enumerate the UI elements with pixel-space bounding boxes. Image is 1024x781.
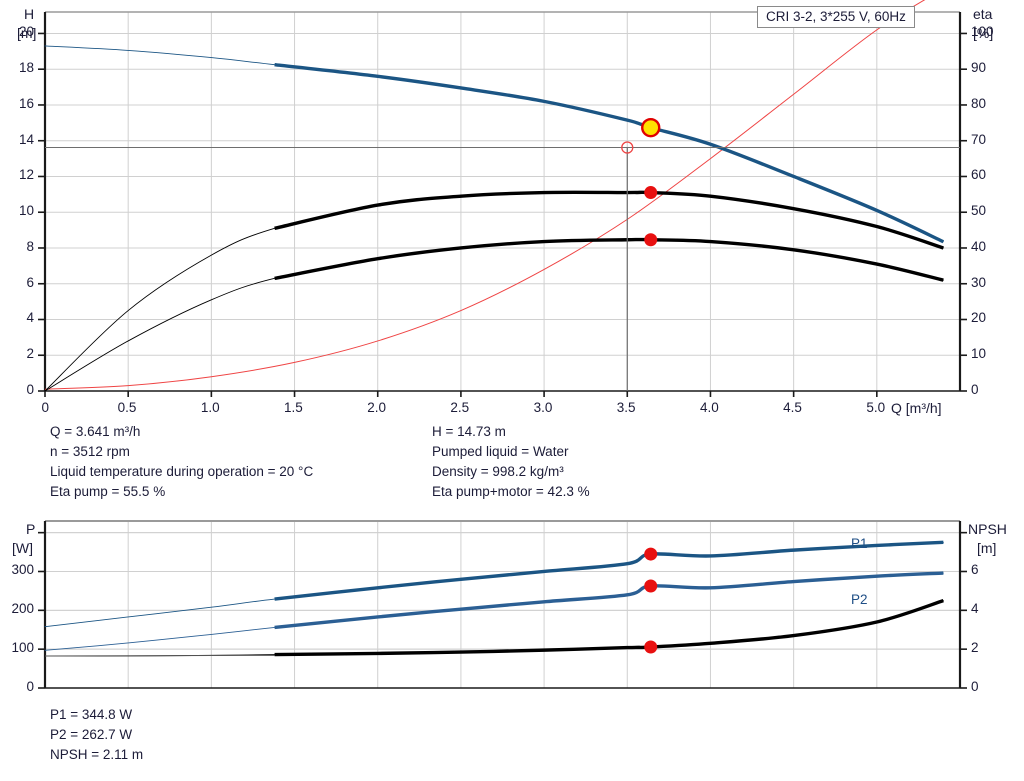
main-x-axis-title: Q [m³/h] xyxy=(891,400,942,416)
info-line-density: Density = 998.2 kg/m³ xyxy=(432,464,564,479)
axis-tick-label: 20 xyxy=(18,24,34,40)
axis-tick-label: 4 xyxy=(971,601,979,617)
main-right-axis-unit: [%] xyxy=(973,25,994,41)
p2-curve-label: P2 xyxy=(851,592,868,607)
eta-pump-duty-marker xyxy=(644,186,658,200)
axis-tick-label: 10 xyxy=(971,346,987,362)
npsh-curve-thick xyxy=(274,599,944,657)
axis-tick-label: 3.0 xyxy=(533,400,553,415)
axis-tick-label: 0 xyxy=(971,679,979,694)
axis-tick-label: 0 xyxy=(41,400,50,415)
axis-tick-label: 10 xyxy=(18,203,34,219)
axis-tick-label: 100 xyxy=(11,640,34,656)
axis-tick-label: 4 xyxy=(26,310,34,326)
npsh-baseline xyxy=(44,654,275,657)
lower-right-axis-title: NPSH xyxy=(968,521,1007,537)
axis-tick-label: 8 xyxy=(26,238,34,254)
axis-tick-label: 50 xyxy=(971,203,987,219)
main-left-axis-title: H xyxy=(24,6,35,22)
lower-right-axis-unit: [m] xyxy=(977,540,997,556)
axis-tick-label: 90 xyxy=(971,60,987,76)
p2-curve-thin xyxy=(44,572,944,651)
axis-tick-label: 0.5 xyxy=(117,400,137,415)
eta-pump-curve-thin xyxy=(44,191,944,392)
p2-duty-marker xyxy=(644,579,658,593)
system-curve-red xyxy=(44,0,926,390)
npsh-duty-marker xyxy=(644,640,658,654)
axis-tick-label: 3.5 xyxy=(616,400,636,415)
axis-tick-label: 2.5 xyxy=(450,400,470,415)
chart-title-box: CRI 3-2, 3*255 V, 60Hz xyxy=(757,6,915,28)
footer-line-p2: P2 = 262.7 W xyxy=(50,727,133,742)
axis-tick-label: 30 xyxy=(971,274,987,290)
eta-pump-curve-thick xyxy=(274,190,944,250)
lower-left-axis-unit: [W] xyxy=(12,540,33,556)
info-line-liquid-temp: Liquid temperature during operation = 20… xyxy=(50,464,314,479)
p1-curve-thin xyxy=(44,541,944,628)
axis-tick-label: 40 xyxy=(971,238,987,254)
axis-tick-label: 4.5 xyxy=(783,400,802,415)
axis-tick-label: 100 xyxy=(971,24,994,40)
eta-pump-motor-curve-thin xyxy=(44,239,944,392)
axis-tick-label: 300 xyxy=(11,562,34,578)
axis-tick-label: 20 xyxy=(971,310,987,326)
p1-curve-label: P1 xyxy=(851,536,868,551)
info-line-h: H = 14.73 m xyxy=(432,424,506,439)
axis-tick-label: 80 xyxy=(971,95,987,111)
system-curve-marker xyxy=(621,141,634,154)
main-left-axis-unit: [m] xyxy=(17,25,37,41)
npsh-curve-thin xyxy=(44,600,944,657)
info-line-n: n = 3512 rpm xyxy=(50,444,130,459)
footer-line-p1: P1 = 344.8 W xyxy=(50,707,133,722)
axis-tick-label: 0 xyxy=(26,679,34,694)
axis-tick-label: 16 xyxy=(18,95,34,111)
axis-tick-label: 70 xyxy=(971,131,987,147)
axis-tick-label: 2 xyxy=(26,346,34,362)
axis-tick-label: 2 xyxy=(971,640,979,656)
axis-tick-label: 0 xyxy=(26,382,34,397)
axis-tick-label: 2.0 xyxy=(367,400,386,415)
axis-tick-label: 6 xyxy=(26,274,34,290)
info-line-pumped-liquid: Pumped liquid = Water xyxy=(432,444,569,459)
axis-tick-label: 5.0 xyxy=(866,400,886,415)
footer-line-npsh: NPSH = 2.11 m xyxy=(50,747,144,762)
axis-tick-label: 1.5 xyxy=(284,400,303,415)
axis-tick-label: 12 xyxy=(18,167,34,183)
main-right-axis-title: eta xyxy=(973,6,993,22)
axis-tick-label: 6 xyxy=(971,562,979,578)
eta-pump-motor-curve-thick xyxy=(274,237,944,282)
axis-tick-label: 14 xyxy=(18,131,34,147)
axis-tick-label: 1.0 xyxy=(200,400,220,415)
eta-pump-motor-duty-marker xyxy=(644,233,658,247)
head-curve-thick xyxy=(274,63,945,244)
info-line-eta-pump-motor: Eta pump+motor = 42.3 % xyxy=(432,484,590,499)
p1-duty-marker xyxy=(644,547,658,561)
lower-left-axis-title: P xyxy=(26,521,36,537)
duty-point-marker xyxy=(641,117,661,138)
info-line-q: Q = 3.641 m³/h xyxy=(50,424,141,439)
axis-tick-label: 60 xyxy=(971,167,987,183)
axis-tick-label: 18 xyxy=(18,60,34,76)
p1-curve-thick xyxy=(274,540,944,601)
axis-tick-label: 4.0 xyxy=(699,400,719,415)
info-line-eta-pump: Eta pump = 55.5 % xyxy=(50,484,166,499)
axis-tick-label: 0 xyxy=(971,382,979,397)
p2-curve-thick xyxy=(274,571,944,630)
axis-tick-label: 200 xyxy=(11,601,34,617)
